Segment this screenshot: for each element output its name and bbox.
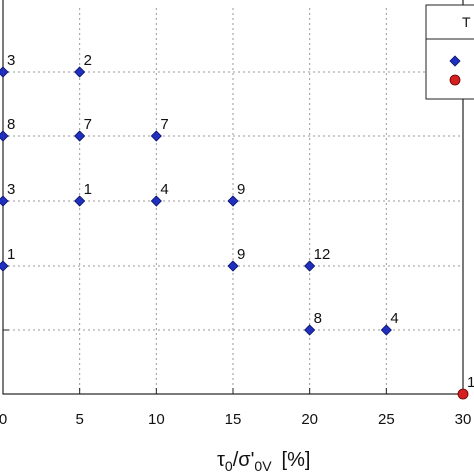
x-tick-label: 25 (378, 411, 395, 428)
scatter-point-diamond (227, 260, 239, 272)
point-count-label: 7 (160, 116, 168, 133)
x-tick-label: 0 (0, 411, 7, 428)
x-label-tau-sub: 0 (225, 458, 233, 474)
x-label-sigma: /σ' (233, 449, 255, 471)
svg-text:τ0/σ'0V[%]: τ0/σ'0V [%] (217, 449, 310, 474)
point-count-label: 1 (84, 181, 92, 198)
x-tick-label: 10 (148, 411, 165, 428)
legend-box (425, 4, 474, 100)
scatter-point-diamond (0, 130, 9, 142)
x-axis-title: τ0/σ'0V [%] (217, 449, 310, 474)
point-count-label: 3 (7, 52, 15, 69)
scatter-point-diamond (380, 324, 392, 336)
point-count-label: 3 (7, 181, 15, 198)
point-count-label: 12 (314, 246, 331, 263)
legend-title: T (462, 14, 471, 30)
point-count-label: 8 (7, 116, 15, 133)
scatter-point-diamond (0, 195, 9, 207)
legend-circle-icon (449, 74, 461, 86)
point-labels: 3 2 8 7 7 3 1 4 9 1 9 12 8 4 16 (7, 52, 474, 391)
scatter-point-diamond (74, 195, 86, 207)
x-tick-label: 15 (225, 411, 242, 428)
scatter-point-diamond (74, 130, 86, 142)
scatter-point-diamond (150, 130, 162, 142)
scatter-point-diamond (0, 260, 9, 272)
scatter-point-diamond (304, 260, 316, 272)
scatter-point-diamond (150, 195, 162, 207)
point-count-label: 7 (84, 116, 92, 133)
point-count-label: 8 (314, 310, 322, 327)
point-count-label: 16 (467, 374, 474, 391)
scatter-point-diamond (74, 66, 86, 78)
legend: T (425, 4, 474, 100)
scatter-point-diamond (0, 66, 9, 78)
data-points (0, 66, 469, 400)
point-count-label: 2 (84, 52, 92, 69)
x-tick-label: 30 (455, 411, 472, 428)
x-label-unit: [%] (282, 449, 311, 471)
point-count-label: 9 (237, 181, 245, 198)
scatter-point-circle (457, 388, 469, 400)
x-label-tau: τ (217, 449, 225, 471)
point-count-label: 1 (7, 246, 15, 263)
x-tick-label: 5 (75, 411, 83, 428)
x-tick-labels: 0 5 10 15 20 25 30 (0, 411, 471, 428)
x-label-sigma-sub: 0V (254, 458, 272, 474)
x-tick-label: 20 (301, 411, 318, 428)
point-count-label: 4 (160, 181, 168, 198)
legend-diamond-icon (449, 55, 461, 67)
point-count-label: 9 (237, 246, 245, 263)
point-count-label: 4 (390, 310, 398, 327)
scatter-point-diamond (304, 324, 316, 336)
scatter-point-diamond (227, 195, 239, 207)
